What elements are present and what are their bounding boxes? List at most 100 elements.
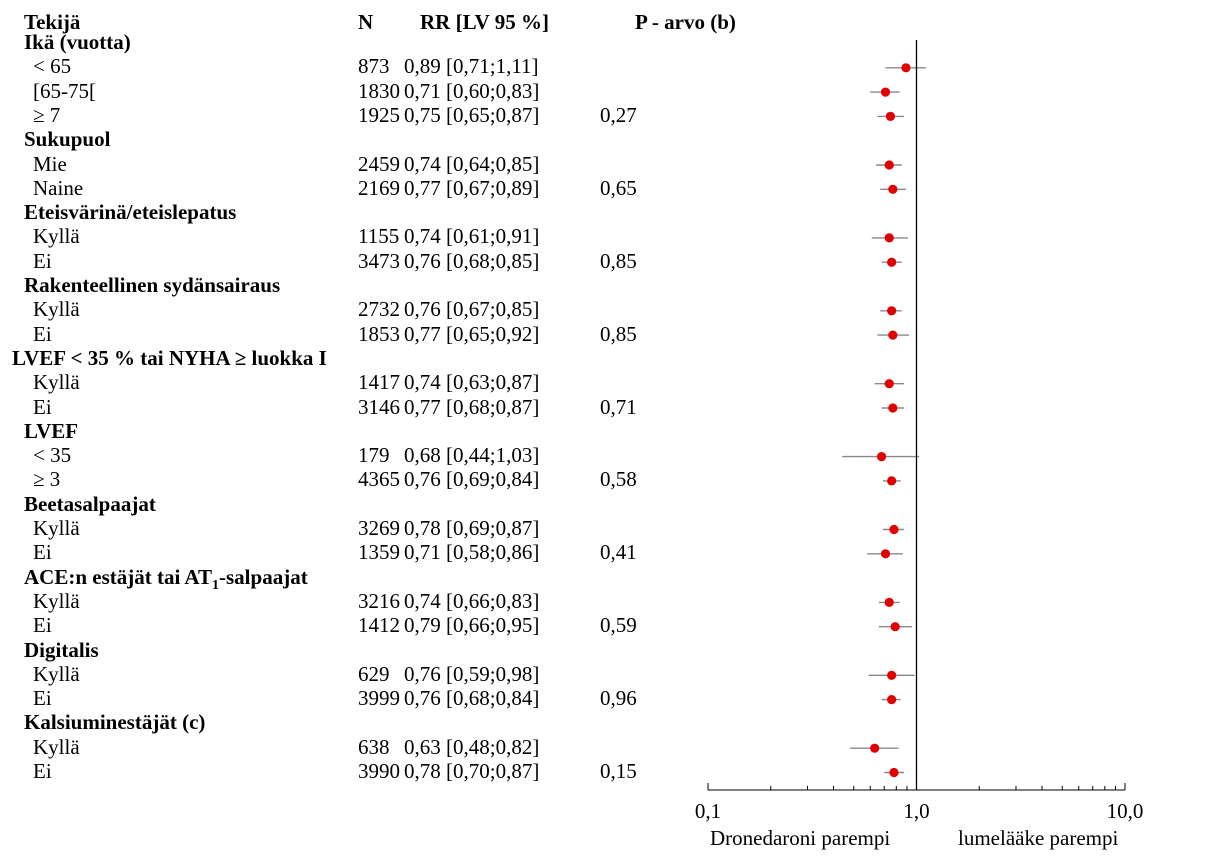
header-rr: RR [LV 95 %] (420, 10, 549, 34)
row-label: ≥ 7 (33, 102, 61, 127)
point-estimate (889, 767, 899, 778)
row-rr-ci: 0,76 [0,68;0,84] (404, 686, 540, 711)
row-p-value: 0,41 (600, 540, 637, 565)
point-estimate (888, 184, 898, 194)
row-label: Mie (33, 151, 67, 176)
row-label: Ei (33, 394, 52, 419)
group-heading-subscript: 1 (212, 577, 220, 593)
row-p-value: 0,27 (600, 102, 637, 127)
row-n: 2459 (358, 151, 400, 176)
row-n: 2732 (358, 297, 400, 322)
row-rr-ci: 0,74 [0,61;0,91] (404, 224, 540, 249)
row-p-value: 0,85 (600, 248, 637, 273)
point-estimate (876, 452, 887, 462)
group-heading: Rakenteellinen sydänsairaus (24, 273, 281, 297)
point-estimate (885, 111, 896, 121)
row-label: < 65 (33, 54, 72, 79)
row-rr-ci: 0,74 [0,66;0,83] (404, 588, 540, 613)
x-tick-label: 1,0 (903, 799, 929, 823)
header-factor: Tekijä (24, 10, 81, 34)
point-estimate (888, 403, 898, 413)
row-label: Ei (33, 540, 52, 565)
row-n: 3990 (358, 759, 400, 783)
row-rr-ci: 0,75 [0,65;0,87] (404, 102, 540, 127)
group-heading: Kalsiuminestäjät (c) (24, 710, 206, 735)
row-n: 179 (358, 443, 390, 468)
row-rr-ci: 0,71 [0,58;0,86] (404, 540, 540, 565)
row-label: Naine (33, 175, 84, 200)
row-label: Ei (33, 321, 52, 346)
row-rr-ci: 0,79 [0,66;0,95] (404, 613, 540, 638)
row-label: Kyllä (33, 734, 80, 759)
row-label: Ei (33, 759, 52, 783)
row-rr-ci: 0,63 [0,48;0,82] (404, 734, 540, 759)
row-label: Ei (33, 686, 52, 711)
row-label: < 35 (33, 443, 72, 468)
group-heading: LVEF (24, 418, 79, 443)
row-p-value: 0,59 (600, 613, 637, 638)
row-rr-ci: 0,76 [0,69;0,84] (404, 467, 540, 492)
row-label: Kyllä (33, 224, 80, 249)
row-n: 638 (358, 734, 390, 759)
x-tick-label: 0,1 (695, 799, 721, 823)
row-label: Kyllä (33, 297, 80, 322)
row-rr-ci: 0,76 [0,68;0,85] (404, 248, 540, 273)
group-heading: Beetasalpaajat (24, 491, 156, 516)
point-estimate (887, 695, 897, 705)
row-label: Ei (33, 248, 52, 273)
group-heading: Digitalis (24, 637, 99, 662)
point-estimate (888, 330, 898, 340)
row-n: 3999 (358, 686, 400, 711)
row-n: 1417 (358, 370, 400, 395)
row-rr-ci: 0,89 [0,71;1,11] (404, 54, 539, 79)
row-rr-ci: 0,78 [0,69;0,87] (404, 516, 540, 540)
row-rr-ci: 0,74 [0,63;0,87] (404, 370, 540, 395)
header-p: P - arvo (b) (635, 10, 736, 34)
row-label: ≥ 3 (33, 467, 61, 492)
group-heading: Eteisvärinä/eteislepatus (24, 200, 237, 225)
group-heading: ACE:n estäjät tai AT1-salpaajat (24, 564, 308, 593)
row-rr-ci: 0,78 [0,70;0,87] (404, 759, 540, 783)
row-n: 3146 (358, 394, 400, 419)
row-n: 1925 (358, 102, 400, 127)
group-heading-suffix: -salpaajat (219, 564, 308, 589)
row-label: Kyllä (33, 588, 80, 613)
group-heading: LVEF < 35 % tai NYHA ≥ luokka I (12, 345, 327, 370)
row-p-value: 0,71 (600, 394, 637, 419)
point-estimate (880, 549, 891, 559)
row-n: 1412 (358, 613, 400, 638)
point-estimate (884, 379, 894, 389)
row-n: 629 (358, 661, 390, 686)
row-n: 873 (358, 54, 390, 79)
row-n: 1359 (358, 540, 400, 565)
row-p-value: 0,15 (600, 759, 637, 783)
row-n: 1155 (358, 224, 400, 249)
row-label: Kyllä (33, 370, 80, 395)
group-heading: Ikä (vuotta) (24, 30, 131, 54)
row-rr-ci: 0,77 [0,68;0,87] (404, 394, 540, 419)
point-estimate (884, 160, 894, 170)
point-estimate (887, 670, 897, 680)
point-estimate (887, 257, 897, 267)
row-label: Ei (33, 613, 52, 638)
row-label: Kyllä (33, 516, 80, 540)
footer-left-label: Dronedaroni parempi (710, 826, 891, 850)
row-n: 2169 (358, 175, 400, 200)
row-p-value: 0,96 (600, 686, 637, 711)
point-estimate (870, 743, 880, 753)
row-label: Kyllä (33, 661, 80, 686)
point-estimate (884, 597, 894, 608)
row-n: 3216 (358, 588, 400, 613)
x-tick-label: 10,0 (1107, 799, 1144, 823)
point-estimate (884, 233, 894, 243)
point-estimate (880, 87, 891, 97)
row-p-value: 0,65 (600, 175, 637, 200)
row-label: [65-75[ (33, 78, 96, 103)
row-rr-ci: 0,77 [0,65;0,92] (404, 321, 540, 346)
row-rr-ci: 0,74 [0,64;0,85] (404, 151, 540, 176)
row-n: 3473 (358, 248, 400, 273)
footer-right-label: lumelääke parempi (958, 826, 1119, 850)
row-rr-ci: 0,76 [0,67;0,85] (404, 297, 540, 322)
